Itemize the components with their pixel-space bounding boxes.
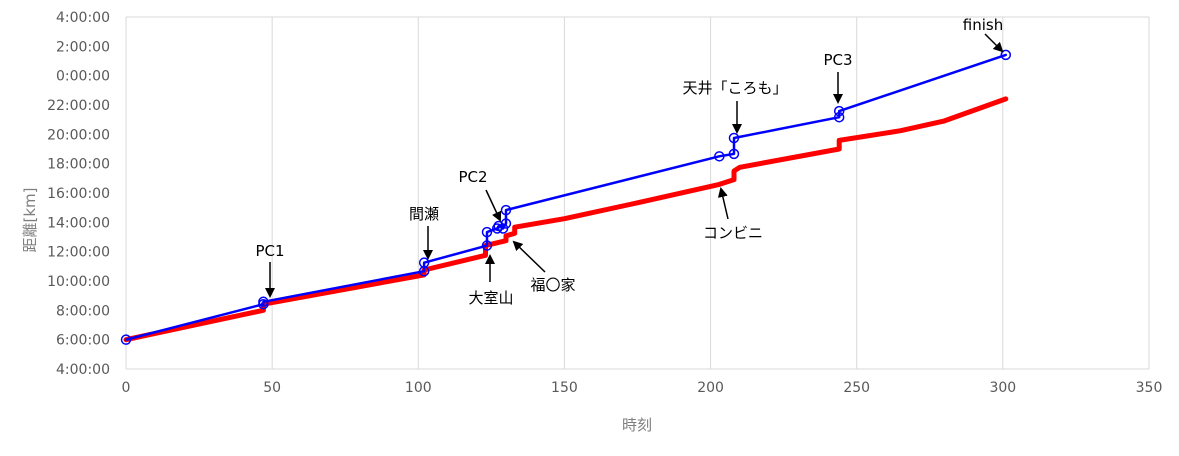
x-tick-label: 50 — [263, 380, 281, 396]
data-point-marker — [714, 151, 725, 162]
data-point-marker — [833, 105, 845, 117]
annotation-label: コンビニ — [703, 224, 763, 242]
y-tick-label: 4:00:00 — [56, 10, 110, 26]
data-point-marker — [833, 111, 845, 123]
annotation-arrow — [485, 189, 502, 222]
y-tick-label: 0:00:00 — [56, 69, 110, 85]
x-tick-label: 350 — [1136, 380, 1163, 396]
grid — [125, 16, 1150, 370]
data-point-marker — [728, 148, 740, 160]
y-tick-label: 4:00:00 — [56, 362, 110, 378]
x-tick-label: 150 — [551, 380, 578, 396]
annotation-label: PC3 — [823, 51, 852, 69]
y-tick-label: 18:00:00 — [47, 157, 110, 173]
y-tick-label: 10:00:00 — [47, 274, 110, 290]
y-tick-label: 2:00:00 — [56, 39, 110, 55]
y-tick-label: 16:00:00 — [47, 186, 110, 202]
annotation-label: 天井「ころも」 — [682, 79, 787, 97]
data-point-marker — [500, 204, 512, 216]
annotation-label: 大室山 — [468, 289, 513, 307]
annotation-arrow — [717, 187, 729, 220]
annotation-label: 間瀬 — [409, 205, 439, 223]
y-tick-label: 8:00:00 — [56, 303, 110, 319]
annotation-arrow — [984, 33, 1004, 53]
data-point-marker — [500, 218, 512, 229]
x-tick-label: 250 — [843, 380, 870, 396]
y-tick-label: 20:00:00 — [47, 127, 110, 143]
data-point-marker — [481, 240, 493, 251]
series-layer — [120, 49, 1012, 345]
x-axis-ticks: 0 50 100 150 200 250 300 350 — [122, 380, 1163, 396]
data-point-marker — [1000, 49, 1012, 61]
y-tick-label: 12:00:00 — [47, 245, 110, 261]
series-line-blue — [124, 53, 1008, 341]
x-tick-label: 300 — [989, 380, 1016, 396]
x-tick-label: 200 — [697, 380, 724, 396]
y-axis-title: 距離[km] — [21, 187, 39, 252]
x-axis-title: 時刻 — [622, 416, 652, 434]
annotation-label: PC2 — [458, 168, 487, 186]
y-tick-label: 6:00:00 — [56, 333, 110, 349]
annotation-label: 福〇家 — [530, 276, 575, 294]
x-tick-label: 100 — [405, 380, 432, 396]
y-axis-ticks: 4:00:00 6:00:00 8:00:00 10:00:00 12:00:00 14:… — [47, 10, 110, 378]
series-line-red — [123, 96, 1009, 343]
y-tick-label: 22:00:00 — [47, 98, 110, 114]
annotation-label: finish — [963, 16, 1003, 34]
annotation-arrow — [512, 240, 546, 273]
data-point-marker — [491, 223, 503, 234]
x-tick-label: 0 — [122, 380, 131, 396]
data-point-marker — [258, 296, 269, 308]
data-point-marker — [120, 334, 132, 345]
annotation-label: PC1 — [255, 242, 284, 260]
data-point-marker — [481, 226, 493, 238]
y-tick-label: 14:00:00 — [47, 215, 110, 231]
